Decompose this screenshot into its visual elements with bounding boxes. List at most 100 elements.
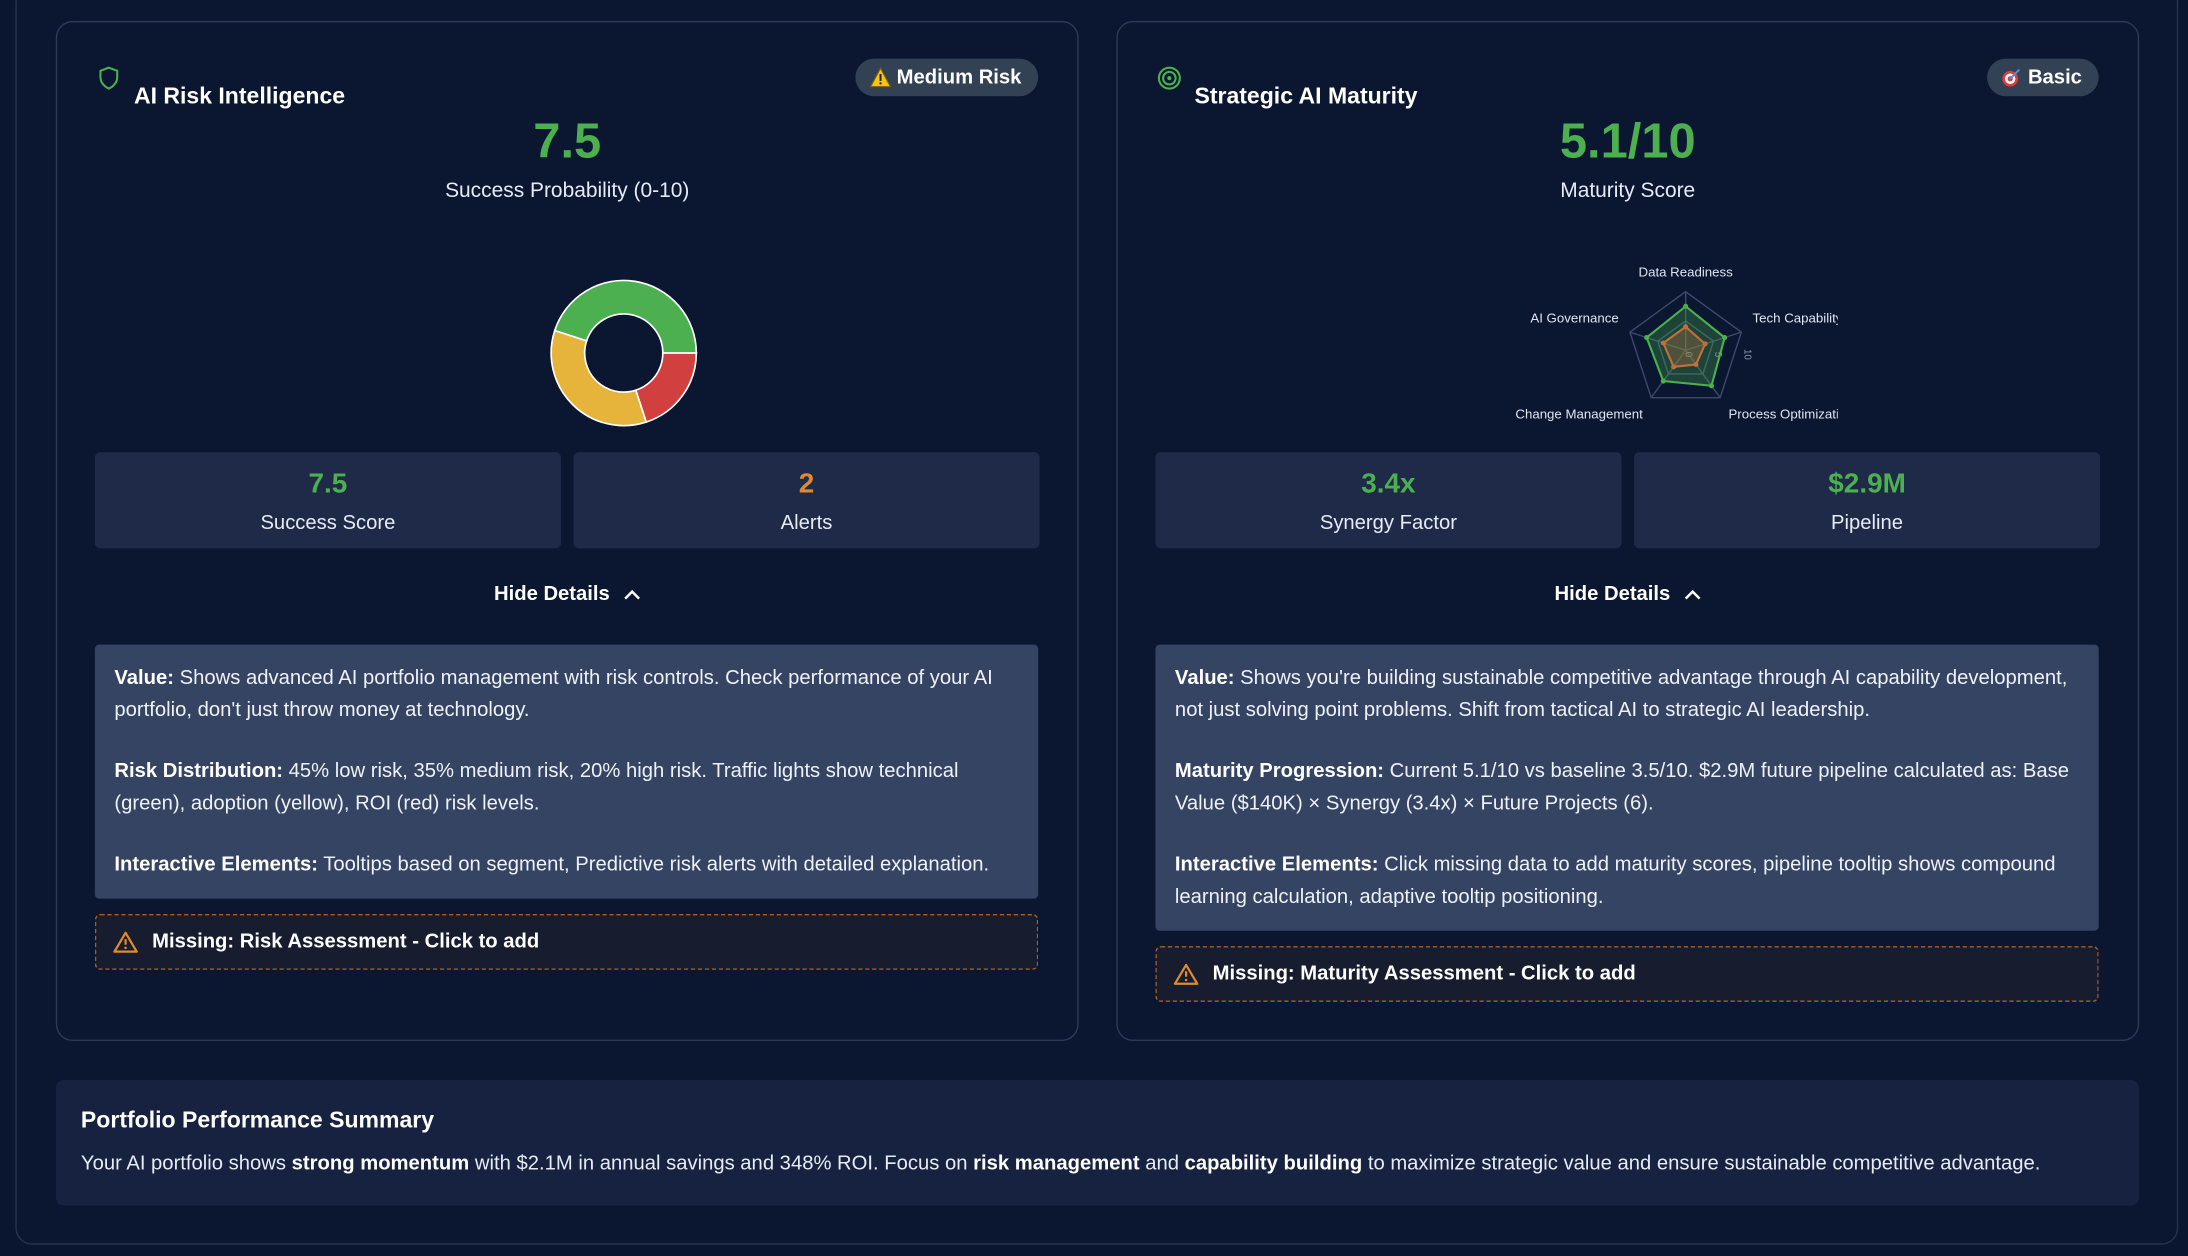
stat-value: 2 (798, 468, 815, 500)
dart-icon (2002, 68, 2021, 87)
summary-run: risk management (973, 1152, 1140, 1175)
badge-text: Medium Risk (896, 66, 1022, 89)
stat-label: Synergy Factor (1319, 512, 1458, 535)
detail-label: Maturity Progression: (1174, 760, 1385, 783)
toggle-details[interactable]: Hide Details (57, 583, 1077, 606)
detail-item: Value: Shows you're building sustainable… (1175, 663, 2079, 727)
donut-segment (553, 279, 698, 354)
grid-ring (1629, 290, 1743, 399)
stat-box: 3.4x Synergy Factor (1155, 452, 1622, 549)
radar-spoke (1685, 349, 1721, 399)
warning-icon (1173, 963, 1199, 985)
detail-text: Click missing data to add maturity score… (1174, 853, 2056, 909)
maturity-card: Strategic AI Maturity Basic 5.1/10 Matur… (1116, 20, 2140, 1041)
score: 5.1/10 (1559, 114, 1696, 169)
detail-item: Value: Shows advanced AI portfolio manag… (114, 663, 1018, 727)
radar-point (1660, 340, 1666, 346)
detail-label: Value: (114, 667, 175, 690)
detail-label: Value: (1174, 667, 1235, 690)
details-box: Value: Shows you're building sustainable… (1155, 644, 2099, 931)
maturity-badge: Basic (1987, 58, 2099, 97)
radar-spoke (1629, 331, 1686, 351)
radar-area (1645, 304, 1726, 387)
summary-run: and (1139, 1152, 1185, 1175)
summary-box: Portfolio Performance Summary Your AI po… (55, 1080, 2140, 1206)
score: 7.5 (533, 114, 602, 169)
radar-axis-label: Process Optimization (1728, 407, 1837, 422)
risk-badge: Medium Risk (854, 58, 1039, 97)
missing-data[interactable]: Missing: Maturity Assessment - Click to … (1155, 946, 2099, 1002)
card-title: AI Risk Intelligence (133, 83, 346, 109)
chevron (624, 590, 640, 600)
radar-tick-label: 10 (1741, 349, 1752, 360)
target-icon (1157, 66, 1181, 90)
stat-label: Alerts (780, 512, 833, 535)
details-box: Value: Shows advanced AI portfolio manag… (94, 644, 1039, 899)
radar-point (1683, 303, 1689, 309)
detail-label: Interactive Elements: (114, 853, 318, 877)
radar-point (1693, 361, 1699, 367)
missing-text[interactable]: Missing: Maturity Assessment - Click to … (1212, 962, 1636, 986)
radar-spoke (1685, 331, 1742, 351)
stat-value: 3.4x (1361, 468, 1416, 500)
shield-icon (99, 66, 119, 90)
summary-run: strong momentum (291, 1152, 470, 1175)
radar-axis-label: Data Readiness (1639, 264, 1734, 279)
stat-label: Pipeline (1831, 512, 1904, 535)
radar-point (1683, 324, 1689, 330)
radar-point (1722, 335, 1728, 341)
radar-axis-label: Tech Capability (1753, 310, 1838, 325)
radar-axis-label: Change Management (1515, 407, 1643, 422)
stat-box: 2 Alerts (573, 452, 1040, 549)
radar-point (1660, 378, 1666, 384)
radar-point (1708, 383, 1715, 389)
radar-point (1644, 335, 1650, 341)
radar-spoke (1650, 349, 1687, 399)
score-label: Success Probability (0-10) (445, 178, 690, 203)
detail-text: Shows you're building sustainable compet… (1174, 667, 2068, 722)
missing-text[interactable]: Missing: Risk Assessment - Click to add (152, 930, 540, 954)
grid-ring (1656, 320, 1715, 375)
toggle-details[interactable]: Hide Details (1118, 583, 2138, 606)
detail-item: Interactive Elements: Click missing data… (1175, 850, 2079, 914)
detail-label: Interactive Elements: (1174, 853, 1379, 877)
detail-text: Shows advanced AI portfolio management w… (114, 667, 993, 722)
stat-box: $2.9M Pipeline (1634, 452, 2101, 549)
summary-title: Portfolio Performance Summary (80, 1107, 435, 1134)
stat-value: 7.5 (308, 468, 348, 500)
detail-item: Maturity Progression: Current 5.1/10 vs … (1175, 756, 2079, 820)
detail-item: Risk Distribution: 45% low risk, 35% med… (114, 756, 1018, 820)
toggle-text[interactable]: Hide Details (493, 583, 610, 606)
card-title: Strategic AI Maturity (1194, 83, 1418, 109)
summary-run: to maximize strategic value and ensure s… (1362, 1152, 2041, 1175)
detail-text: Tooltips based on segment, Predictive ri… (323, 853, 990, 877)
toggle-text[interactable]: Hide Details (1554, 583, 1671, 606)
summary-text: Your AI portfolio shows strong momentum … (81, 1153, 2040, 1175)
radar-area (1662, 325, 1707, 368)
stat-value: $2.9M (1828, 468, 1906, 500)
detail-text: 45% low risk, 35% medium risk, 20% high … (114, 760, 959, 815)
summary-run: with $2.1M in annual savings and 348% RO… (469, 1152, 974, 1175)
chevron (1684, 590, 1701, 600)
risk-card: AI Risk Intelligence Medium Risk 7.5 Suc… (55, 20, 1079, 1041)
warning-icon (113, 931, 138, 953)
stat-box: 7.5 Success Score (94, 452, 561, 549)
radar-point (1702, 341, 1708, 347)
radar-point (1671, 364, 1677, 370)
missing-data[interactable]: Missing: Risk Assessment - Click to add (94, 913, 1039, 970)
donut-segment (550, 329, 648, 427)
score-label: Maturity Score (1560, 178, 1696, 203)
donut-segment (634, 352, 698, 424)
warning-icon (869, 67, 891, 88)
donut-chart (550, 279, 698, 427)
radar-axis-label: AI Governance (1530, 310, 1618, 325)
stat-label: Success Score (260, 512, 396, 535)
badge-text: Basic (2027, 66, 2082, 89)
detail-label: Risk Distribution: (114, 760, 284, 783)
detail-item: Interactive Elements: Tooltips based on … (114, 850, 1018, 882)
summary-run: capability building (1184, 1152, 1363, 1175)
radar-tick-label: 5 (1712, 352, 1723, 358)
